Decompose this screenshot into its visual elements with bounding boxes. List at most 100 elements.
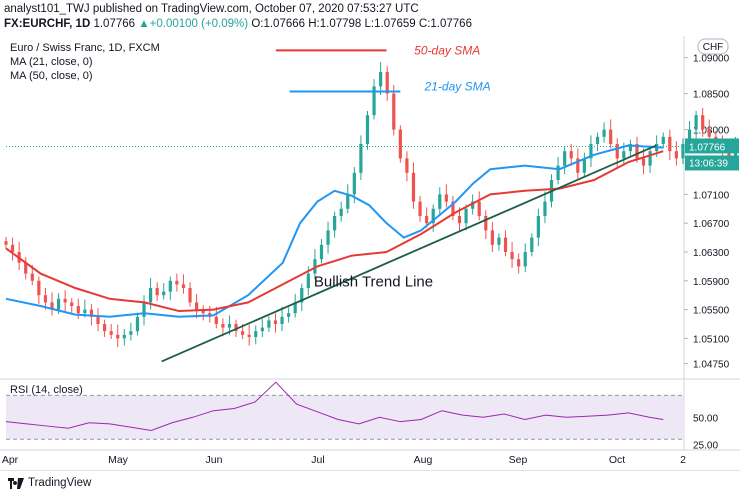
- change-value: +0.00100 (+0.09%): [149, 18, 249, 30]
- candle-body: [339, 208, 343, 216]
- candle-body: [148, 288, 153, 303]
- candle-body: [668, 136, 672, 152]
- candle-body: [300, 288, 304, 303]
- candle-body: [227, 324, 232, 328]
- open-value: 1.07666: [263, 18, 306, 30]
- tradingview-logo[interactable]: TradingView: [8, 477, 91, 489]
- candle-body: [530, 237, 534, 252]
- price-tick-label: 1.05900: [693, 277, 730, 288]
- rsi-tick-label: 50.00: [693, 413, 718, 424]
- ma50-legend[interactable]: MA (50, close, 0): [10, 70, 93, 82]
- price-tick-label: 1.07100: [693, 190, 730, 201]
- instrument-legend[interactable]: Euro / Swiss Franc, 1D, FXCM: [10, 42, 160, 54]
- ohlc-line: FX:EURCHF, 1D 1.07766 ▲+0.00100 (+0.09%)…: [4, 18, 472, 30]
- candle-body: [687, 129, 692, 144]
- candle-body: [188, 288, 192, 303]
- candle-body: [707, 129, 711, 137]
- last-price: 1.07766: [93, 18, 136, 30]
- candle-body: [510, 252, 514, 260]
- candle-body: [615, 144, 619, 159]
- candle-body: [595, 136, 600, 144]
- bullish-trend-line-line: [161, 144, 657, 363]
- candle-body: [287, 313, 291, 317]
- close-value: 1.07766: [430, 18, 472, 30]
- price-tick-label: 1.06700: [693, 219, 730, 230]
- price-tick-label: 1.05100: [693, 334, 730, 345]
- candle-body: [444, 194, 448, 202]
- candle-body: [37, 280, 41, 296]
- price-tick-label: 1.04750: [693, 360, 730, 371]
- candle-body: [622, 151, 626, 159]
- candle-body: [582, 158, 586, 173]
- rsi-tick-label: 25.00: [693, 441, 718, 452]
- candle-body: [116, 334, 120, 339]
- candle-body: [333, 216, 337, 231]
- candle-body: [484, 216, 488, 231]
- candle-body: [346, 194, 350, 209]
- candle-body: [556, 165, 560, 180]
- time-tick-label: Aug: [414, 454, 433, 466]
- last-price-badge-label: 1.07766: [689, 142, 726, 153]
- candle-body: [359, 144, 363, 173]
- time-tick-label: Jun: [206, 454, 223, 466]
- tradingview-logo-text: TradingView: [28, 477, 92, 489]
- rsi-line: [5, 381, 664, 431]
- candle-body: [313, 259, 317, 274]
- candle-body: [247, 334, 251, 337]
- price-tick-label: 1.09000: [693, 54, 730, 65]
- candle-body: [727, 151, 731, 159]
- candle-body: [602, 129, 606, 137]
- low-value: 1.07659: [374, 18, 416, 30]
- price-tick-label: 1.08000: [693, 126, 730, 137]
- candle-body: [641, 158, 646, 166]
- candle-body: [221, 324, 225, 328]
- time-tick-label: Jul: [311, 454, 324, 466]
- low-label: L:: [364, 18, 375, 30]
- candle-body: [135, 316, 140, 332]
- candle-body: [418, 201, 422, 216]
- candle-body: [234, 324, 238, 332]
- candle-body: [241, 331, 245, 335]
- candle-body: [425, 216, 429, 224]
- candle-body: [293, 302, 297, 314]
- candle-body: [83, 309, 87, 314]
- annotation-21-day-sma: 21-day SMA: [424, 79, 491, 93]
- rsi-band: [6, 395, 684, 440]
- candle-body: [30, 273, 34, 281]
- candle-body: [635, 144, 639, 159]
- candle-body: [628, 144, 632, 152]
- candle-body: [89, 309, 94, 317]
- candle-body: [195, 302, 199, 310]
- published-line: analyst101_TWJ published on TradingView.…: [4, 3, 419, 15]
- candle-body: [352, 172, 356, 195]
- rsi-legend[interactable]: RSI (14, close): [10, 384, 83, 396]
- candle-body: [674, 151, 678, 159]
- candle-body: [438, 194, 442, 209]
- candle-body: [477, 201, 481, 216]
- currency-badge-label: CHF: [703, 42, 724, 53]
- candle-body: [392, 93, 396, 130]
- candle-body: [122, 334, 126, 339]
- candle-body: [431, 208, 435, 224]
- candle-body: [471, 201, 475, 209]
- candle-body: [214, 316, 218, 324]
- ma21-legend[interactable]: MA (21, close, 0): [10, 56, 93, 68]
- candle-body: [648, 151, 652, 166]
- candle-body: [589, 144, 593, 159]
- candle-body: [523, 252, 527, 267]
- candle-body: [109, 331, 113, 335]
- candle-body: [319, 244, 324, 260]
- candle-body: [576, 158, 580, 173]
- candle-body: [497, 237, 501, 245]
- candle-body: [609, 129, 613, 144]
- close-label: C:: [418, 18, 431, 30]
- annotation-50-day-sma: 50-day SMA: [414, 43, 480, 57]
- candle-body: [24, 262, 28, 274]
- candle-body: [181, 284, 186, 288]
- candle-body: [372, 86, 376, 116]
- candle-body: [661, 136, 665, 144]
- price-tick-label: 1.06300: [693, 248, 730, 259]
- candle-body: [569, 151, 573, 159]
- countdown-badge-label: 13:06:39: [689, 158, 728, 169]
